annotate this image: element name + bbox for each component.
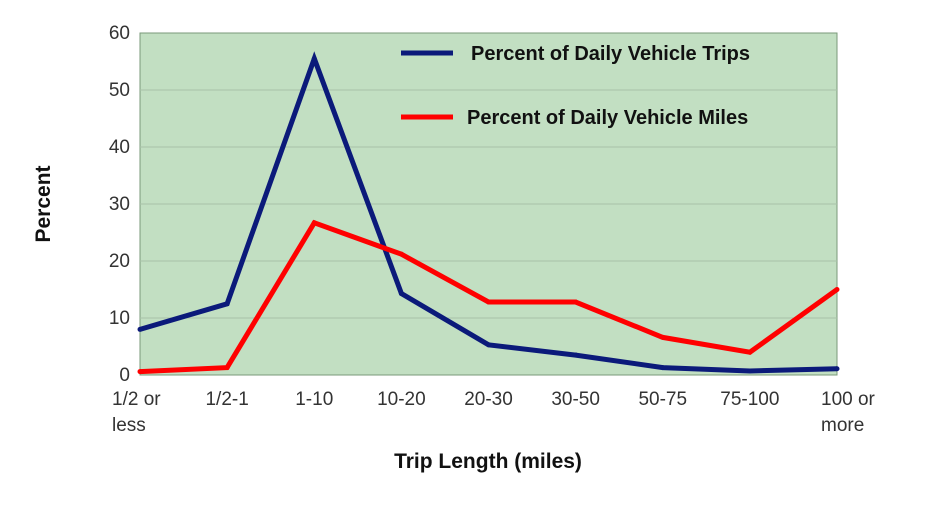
x-tick-label: less	[112, 415, 146, 436]
legend: Percent of Daily Vehicle Trips Percent of…	[401, 43, 750, 129]
data-point	[224, 301, 230, 307]
data-point	[660, 334, 666, 340]
legend-label: Percent of Daily Vehicle Trips	[471, 43, 750, 65]
data-point	[747, 368, 753, 374]
data-point	[834, 287, 840, 292]
x-tick-label: 30-50	[551, 389, 600, 410]
x-tick-label: 100 or	[821, 389, 876, 410]
y-tick-label: 0	[119, 365, 130, 386]
series-lines	[137, 51, 840, 375]
y-tick-label: 10	[109, 308, 130, 329]
x-tick-label: 10-20	[377, 389, 426, 410]
y-axis-title: Percent	[32, 165, 55, 242]
y-tick-label: 40	[109, 137, 130, 158]
y-axis-ticks: 0 10 20 30 40 50 60	[109, 23, 130, 386]
data-point	[834, 366, 840, 372]
data-point	[311, 220, 317, 226]
data-point	[660, 365, 666, 371]
x-tick-label: 1/2 or	[112, 389, 161, 410]
x-tick-label: more	[821, 415, 864, 436]
data-point	[573, 299, 579, 305]
x-tick-label: 75-100	[720, 389, 779, 410]
legend-label: Percent of Daily Vehicle Miles	[467, 107, 748, 129]
data-point	[137, 326, 143, 332]
y-tick-label: 60	[109, 23, 130, 44]
data-point	[311, 56, 317, 62]
x-tick-label: 1-10	[295, 389, 333, 410]
data-point	[137, 369, 143, 375]
x-axis-ticks: 1/2 or less 1/2-1 1-10 10-20 20-30 30-50 50-75 7…	[112, 389, 876, 436]
data-point	[747, 349, 753, 355]
y-tick-label: 50	[109, 80, 130, 101]
y-tick-label: 30	[109, 194, 130, 215]
x-tick-label: 1/2-1	[205, 389, 248, 410]
data-point	[398, 251, 404, 257]
x-tick-label: 20-30	[464, 389, 513, 410]
data-point	[486, 299, 491, 305]
x-axis-title: Trip Length (miles)	[394, 450, 582, 473]
x-tick-label: 50-75	[638, 389, 687, 410]
data-point	[573, 352, 579, 358]
data-point	[224, 365, 230, 371]
y-tick-label: 20	[109, 251, 130, 272]
data-point	[398, 290, 404, 296]
data-point	[486, 342, 491, 348]
